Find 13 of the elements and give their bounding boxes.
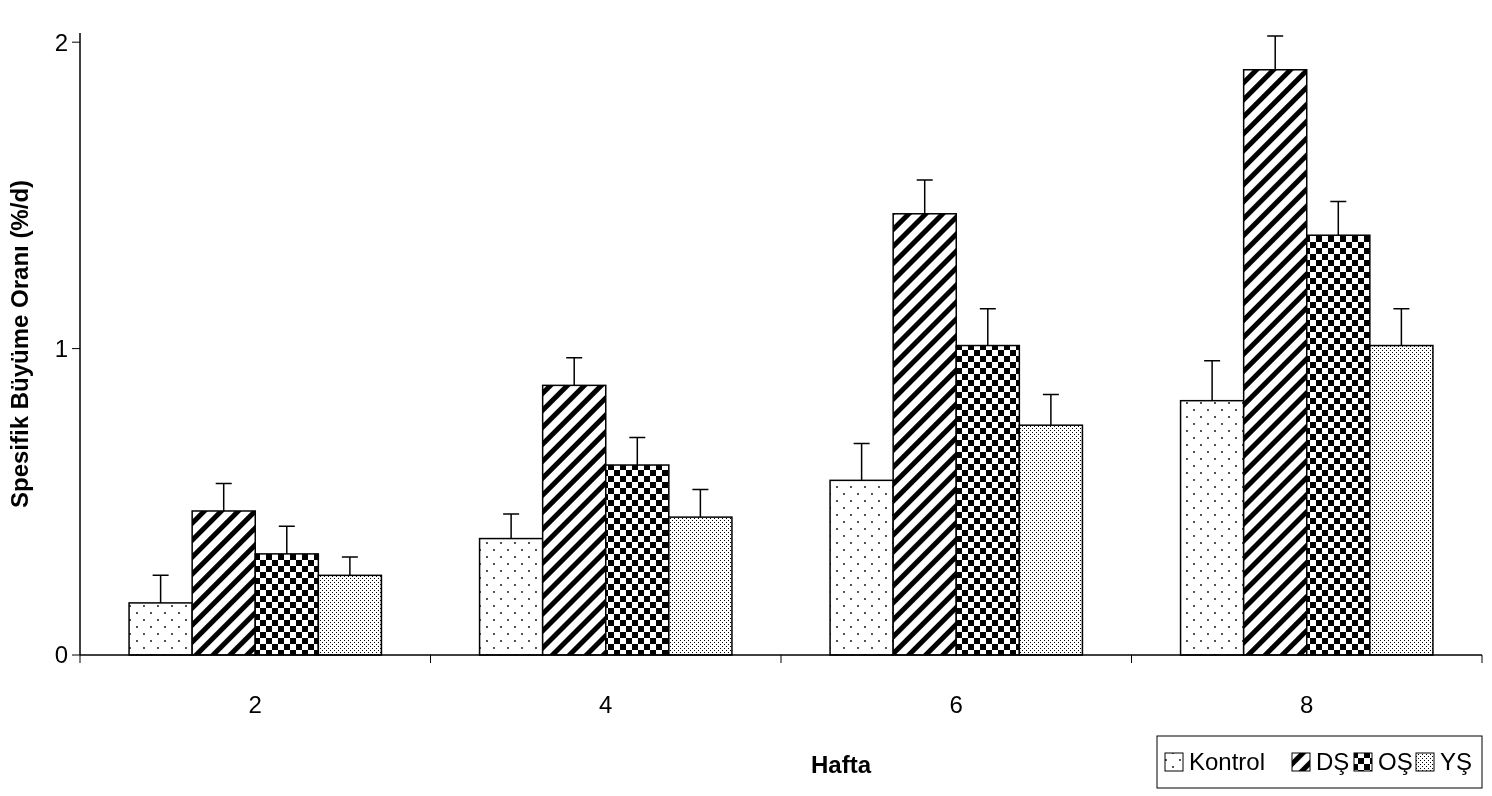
legend-label: YŞ: [1440, 748, 1473, 776]
y-tick-label: 1: [54, 335, 68, 362]
x-tick-label: 4: [599, 691, 613, 718]
x-tick-label: 8: [1300, 691, 1314, 718]
y-tick-label: 2: [54, 28, 68, 56]
legend-label: OŞ: [1378, 748, 1413, 776]
y-tick-label: 0: [54, 641, 68, 669]
x-axis-title: Hafta: [810, 751, 872, 778]
x-tick-label: 6: [949, 691, 963, 718]
x-tick-label: 2: [248, 691, 262, 718]
legend-label: DŞ: [1316, 748, 1350, 776]
legend-label: Kontrol: [1189, 748, 1266, 776]
y-axis-title: Spesifik Büyüme Oranı (%/d): [6, 179, 33, 509]
